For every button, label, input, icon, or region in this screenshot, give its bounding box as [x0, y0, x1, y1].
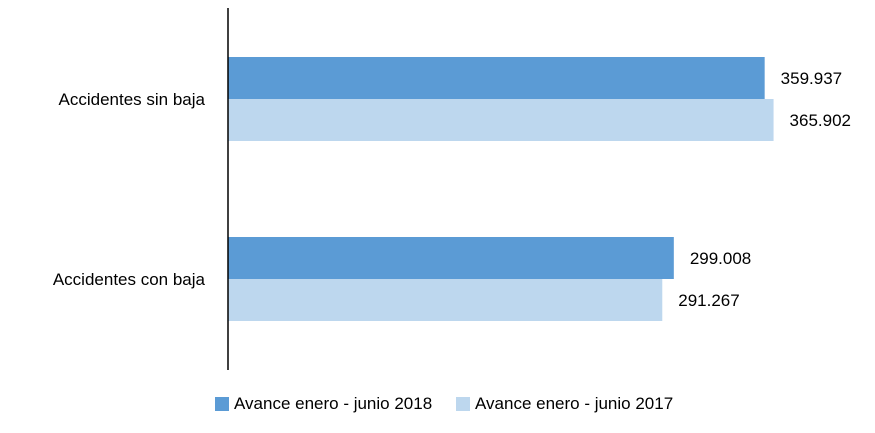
legend: Avance enero - junio 2018 Avance enero - … [215, 394, 673, 413]
value-label-accidentes-con-baja-avance-enero-junio-2017: 291.267 [678, 291, 739, 310]
legend-swatch-avance-enero-junio-2018 [215, 397, 229, 411]
bar-accidentes-con-baja-avance-enero-junio-2018 [228, 237, 674, 279]
value-label-accidentes-sin-baja-avance-enero-junio-2018: 359.937 [781, 69, 842, 88]
value-label-accidentes-sin-baja-avance-enero-junio-2017: 365.902 [790, 111, 851, 130]
legend-label-avance-enero-junio-2017: Avance enero - junio 2017 [475, 394, 673, 413]
bar-accidentes-sin-baja-avance-enero-junio-2018 [228, 57, 765, 99]
legend-label-avance-enero-junio-2018: Avance enero - junio 2018 [234, 394, 432, 413]
category-label-accidentes-sin-baja: Accidentes sin baja [59, 90, 206, 109]
legend-swatch-avance-enero-junio-2017 [456, 397, 470, 411]
value-label-accidentes-con-baja-avance-enero-junio-2018: 299.008 [690, 249, 751, 268]
category-label-accidentes-con-baja: Accidentes con baja [53, 270, 206, 289]
value-labels-layer: 359.937 365.902 299.008 291.267 [678, 69, 851, 310]
bar-accidentes-sin-baja-avance-enero-junio-2017 [228, 99, 774, 141]
bars-layer [228, 57, 774, 321]
legend-item-avance-enero-junio-2017: Avance enero - junio 2017 [456, 394, 673, 413]
bar-accidentes-con-baja-avance-enero-junio-2017 [228, 279, 663, 321]
category-labels-layer: Accidentes sin baja Accidentes con baja [53, 90, 206, 289]
legend-item-avance-enero-junio-2018: Avance enero - junio 2018 [215, 394, 432, 413]
